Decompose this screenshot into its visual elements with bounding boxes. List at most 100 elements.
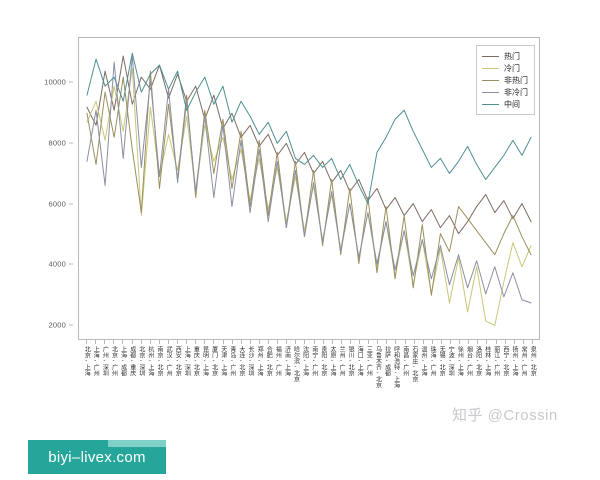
banner-label: biyi–livex.com: [48, 448, 146, 466]
x-tick-mark: [422, 340, 424, 344]
legend-item[interactable]: 冷门: [482, 62, 528, 74]
x-tick-mark: [504, 340, 506, 344]
x-tick-label: 青岛-广州: [228, 346, 235, 376]
x-tick-mark: [240, 340, 242, 344]
chart-legend[interactable]: 热门 冷门非热门 非冷门 中间: [476, 45, 535, 115]
x-tick-mark: [295, 340, 297, 344]
x-tick-label: 银川-北京: [347, 346, 354, 376]
x-tick-mark: [495, 340, 497, 344]
line-series: [86, 55, 532, 235]
x-tick-mark: [395, 340, 397, 344]
x-tick-mark: [477, 340, 479, 344]
x-tick-label: 泉州-北京: [529, 346, 536, 376]
legend-color-swatch: [482, 91, 499, 93]
x-tick-mark: [513, 340, 515, 344]
x-tick-mark: [468, 340, 470, 344]
x-tick-mark: [459, 340, 461, 344]
x-tick-label: 北京-上海: [83, 346, 90, 376]
x-tick-mark: [195, 340, 197, 344]
x-tick-label: 长沙-深圳: [247, 346, 254, 376]
x-tick-label: 郑州-上海: [256, 346, 263, 376]
x-tick-mark: [140, 340, 142, 344]
x-tick-mark: [258, 340, 260, 344]
x-tick-mark: [204, 340, 206, 344]
x-tick-mark: [167, 340, 169, 344]
x-tick-mark: [486, 340, 488, 344]
legend-item[interactable]: 热门: [482, 50, 528, 62]
x-tick-label: 呼和浩特-上海: [392, 346, 399, 388]
x-tick-label: 海口-上海: [356, 346, 363, 376]
y-tick-label: 10000: [44, 77, 66, 87]
legend-item[interactable]: 非冷门: [482, 86, 528, 98]
x-tick-label: 大连-北京: [237, 346, 244, 376]
line-series: [86, 55, 532, 304]
x-tick-mark: [277, 340, 279, 344]
x-tick-mark: [313, 340, 315, 344]
x-tick-mark: [222, 340, 224, 344]
x-tick-mark: [186, 340, 188, 344]
x-tick-label: 南宁-广州: [310, 346, 317, 376]
y-tick-label: 4000: [48, 259, 66, 269]
legend-color-swatch: [482, 55, 499, 57]
x-tick-mark: [377, 340, 379, 344]
zhihu-watermark: 知乎 @Crossin: [452, 407, 558, 424]
x-tick-label: 合肥-北京: [265, 346, 272, 376]
x-tick-mark: [249, 340, 251, 344]
x-tick-mark: [386, 340, 388, 344]
x-tick-mark: [213, 340, 215, 344]
x-tick-mark: [104, 340, 106, 344]
x-tick-mark: [231, 340, 233, 344]
x-tick-label: 昆明-上海: [201, 346, 208, 376]
x-tick-mark: [304, 340, 306, 344]
x-tick-label: 石家庄-北京: [410, 346, 417, 382]
x-tick-mark: [149, 340, 151, 344]
x-tick-label: 洛阳-北京: [474, 346, 481, 376]
x-tick-label: 武汉-广州: [165, 346, 172, 376]
legend-item[interactable]: 中间: [482, 98, 528, 110]
y-tick-mark: [69, 203, 73, 205]
x-tick-mark: [450, 340, 452, 344]
x-tick-label: 丽江-广州: [492, 346, 499, 376]
legend-item[interactable]: 非热门: [482, 74, 528, 86]
x-tick-label: 桂林-上海: [483, 346, 490, 376]
legend-item-label: 冷门: [504, 63, 520, 73]
x-tick-label: 徐州-上海: [456, 346, 463, 376]
x-tick-label: 兰州-广州: [338, 346, 345, 376]
y-tick-mark: [69, 142, 73, 144]
x-tick-mark: [131, 340, 133, 344]
x-tick-label: 杭州-上海: [146, 346, 153, 376]
x-axis-labels: 北京-上海 上海-广州 广州-深圳 北京-广州 上海-成都 成都-重庆 北京-深圳 杭州-上海…: [78, 346, 540, 441]
x-tick-label: 烟台-广州: [465, 346, 472, 376]
y-tick-mark: [69, 263, 73, 265]
x-tick-mark: [532, 340, 533, 344]
x-tick-label: 温州-上海: [419, 346, 426, 376]
x-tick-mark: [122, 340, 124, 344]
x-tick-label: 拉萨-成都: [383, 346, 390, 376]
line-series-group: [86, 52, 532, 326]
x-tick-label: 贵阳-北京: [319, 346, 326, 376]
x-tick-label: 西安-北京: [174, 346, 181, 376]
x-tick-label: 北京-广州: [110, 346, 117, 376]
x-tick-mark: [349, 340, 351, 344]
x-tick-label: 天津-上海: [219, 346, 226, 376]
x-tick-label: 常州-广州: [520, 346, 527, 376]
x-tick-mark: [322, 340, 324, 344]
x-tick-label: 重庆-北京: [192, 346, 199, 376]
x-tick-mark: [431, 340, 433, 344]
legend-item-label: 非热门: [504, 75, 528, 85]
site-banner: biyi–livex.com: [28, 440, 166, 474]
x-tick-label: 上海-成都: [119, 346, 126, 376]
banner-accent-bar: [108, 440, 166, 447]
x-tick-mark: [404, 340, 406, 344]
x-tick-label: 扬州-上海: [511, 346, 517, 376]
x-tick-label: 南昌-广州: [401, 346, 408, 376]
y-axis: 2000 4000 6000 8000 10000: [0, 0, 78, 360]
x-tick-mark: [522, 340, 524, 344]
x-tick-label: 珠海-广州: [429, 346, 436, 376]
x-tick-mark: [440, 340, 442, 344]
y-tick-label: 2000: [48, 320, 66, 330]
x-tick-mark: [86, 340, 87, 344]
legend-color-swatch: [482, 67, 499, 69]
x-tick-mark: [158, 340, 160, 344]
